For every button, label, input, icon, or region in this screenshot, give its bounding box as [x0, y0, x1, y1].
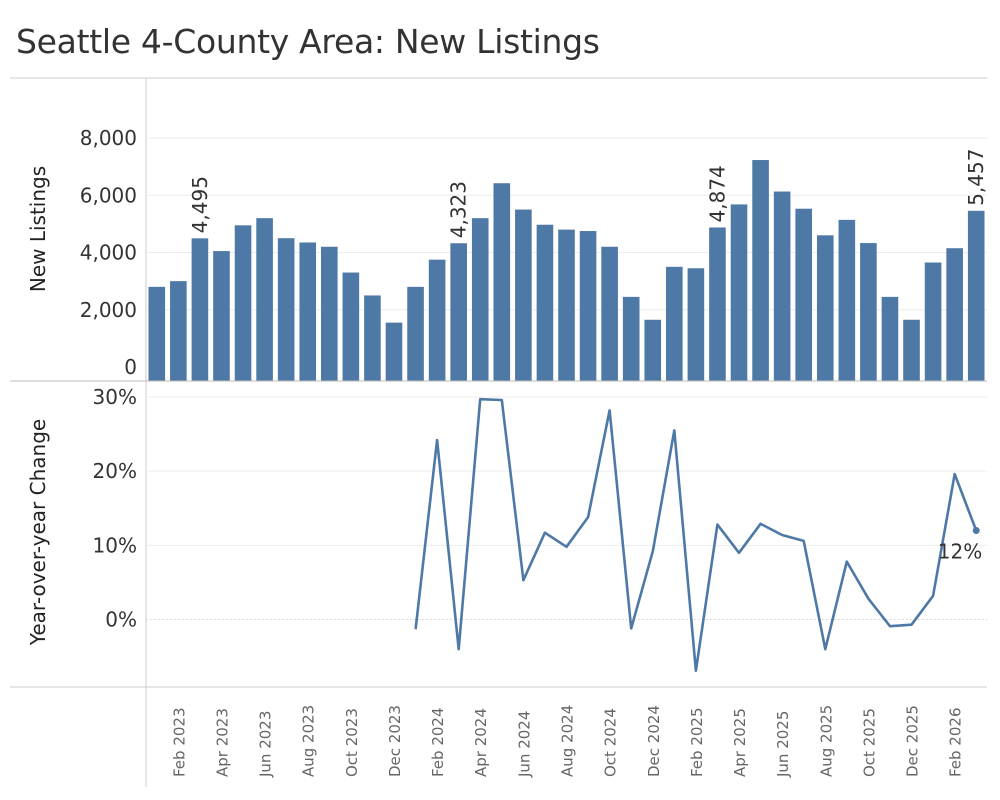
x-tick-label: Aug 2024	[559, 705, 577, 777]
bar-jan-2024	[407, 286, 424, 381]
bar-data-label: 4,495	[188, 176, 212, 233]
bar-jun-2023	[256, 218, 273, 381]
line-y-axis-title: Year-over-year Change	[26, 419, 50, 646]
x-tick-label: Jun 2025	[774, 711, 792, 778]
bar-y-tick-label: 0	[124, 355, 137, 379]
bar-aug-2024	[558, 229, 575, 381]
x-tick-label: Jun 2023	[257, 711, 275, 778]
bar-may-2023	[234, 225, 252, 381]
x-tick-label: Dec 2025	[904, 705, 922, 777]
x-tick-label: Aug 2023	[300, 705, 318, 777]
x-tick-label: Aug 2025	[817, 705, 835, 777]
bar-nov-2025	[881, 296, 899, 381]
bar-oct-2024	[601, 246, 618, 381]
bar-feb-2024	[428, 259, 446, 381]
line-y-tick-label: 0%	[105, 608, 137, 632]
bar-jan-2025	[666, 266, 683, 381]
bar-y-tick-label: 8,000	[80, 126, 137, 150]
bar-apr-2023	[213, 251, 230, 381]
bar-y-tick-label: 6,000	[80, 183, 137, 207]
chart-title: Seattle 4-County Area: New Listings	[16, 22, 600, 61]
x-tick-label: Apr 2025	[731, 708, 749, 777]
bar-dec-2024	[644, 319, 662, 381]
x-tick-label: Feb 2023	[170, 708, 188, 778]
bar-data-label: 4,323	[447, 181, 471, 238]
x-tick-label: Feb 2025	[688, 708, 706, 778]
x-tick-label: Oct 2025	[860, 708, 878, 777]
bar-jun-2025	[773, 191, 791, 381]
bar-jan-2023	[148, 286, 166, 381]
x-tick-label: Jun 2024	[515, 711, 533, 778]
x-tick-label: Apr 2024	[472, 708, 490, 777]
x-tick-label: Oct 2023	[343, 708, 361, 777]
bar-jul-2023	[277, 238, 295, 381]
yoy-line	[414, 397, 978, 672]
bar-feb-2026	[946, 248, 963, 381]
bar-jan-2026	[924, 262, 942, 381]
bar-jun-2024	[515, 209, 532, 381]
bar-may-2025	[752, 160, 769, 381]
bar-dec-2025	[903, 319, 920, 381]
x-tick-label: Dec 2023	[386, 705, 404, 777]
x-tick-label: Feb 2024	[429, 708, 447, 778]
bar-nov-2023	[364, 295, 381, 381]
bar-data-label: 4,874	[705, 165, 729, 222]
bar-apr-2025	[730, 204, 748, 381]
bar-apr-2024	[471, 218, 489, 381]
bar-sep-2023	[320, 246, 338, 381]
bar-jul-2025	[795, 208, 813, 381]
bar-mar-2023	[191, 238, 209, 381]
yoy-end-point	[972, 527, 980, 534]
bar-feb-2025	[687, 268, 705, 381]
bar-sep-2025	[838, 219, 856, 381]
x-tick-label: Oct 2024	[602, 708, 620, 777]
x-tick-label: Dec 2024	[645, 705, 663, 777]
x-tick-label: Feb 2026	[947, 708, 965, 777]
bar-aug-2025	[816, 235, 834, 381]
x-tick-label: Apr 2023	[213, 708, 231, 777]
line-y-tick-label: 20%	[93, 459, 137, 483]
bar-mar-2025	[709, 227, 726, 381]
bar-may-2024	[493, 183, 511, 381]
bar-mar-2024	[450, 243, 467, 381]
line-y-tick-label: 30%	[93, 385, 137, 409]
bar-sep-2024	[579, 231, 597, 381]
bar-oct-2025	[860, 243, 877, 381]
bar-y-axis-title: New Listings	[26, 166, 50, 292]
bar-jul-2024	[536, 224, 554, 381]
bar-nov-2024	[622, 296, 640, 381]
bar-feb-2023	[170, 281, 187, 381]
bar-mar-2026	[967, 210, 985, 381]
line-y-tick-label: 10%	[93, 533, 137, 557]
bar-oct-2023	[342, 272, 360, 381]
bar-data-label: 5,457	[964, 149, 988, 206]
bar-y-tick-label: 2,000	[80, 298, 137, 322]
bar-dec-2023	[385, 322, 403, 381]
bar-y-tick-label: 4,000	[80, 241, 137, 265]
yoy-end-label: 12%	[938, 540, 982, 564]
bar-aug-2023	[299, 242, 317, 381]
